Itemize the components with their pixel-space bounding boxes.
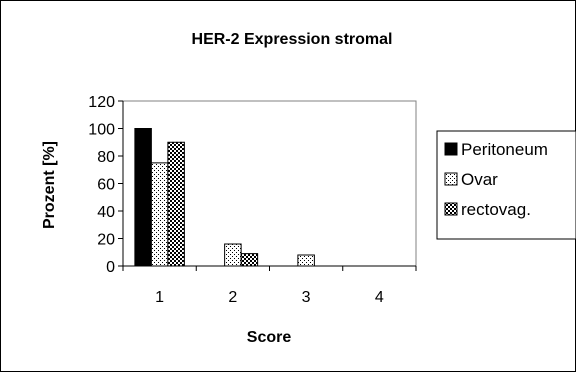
y-tick-label: 0 — [106, 259, 115, 276]
bar — [224, 243, 242, 267]
y-tick-label: 80 — [97, 149, 115, 166]
x-axis-title: Score — [247, 329, 292, 346]
y-tick-label: 120 — [88, 94, 115, 111]
y-tick-label: 40 — [97, 204, 115, 221]
legend-label: Peritoneum — [461, 140, 548, 159]
bar — [150, 162, 169, 267]
legend-label: rectovag. — [461, 200, 531, 219]
x-tick-label: 1 — [155, 289, 164, 306]
y-tick-label: 100 — [88, 122, 115, 139]
legend-swatch — [444, 142, 458, 156]
chart-title: HER-2 Expression stromal — [192, 31, 393, 48]
legend-box — [436, 130, 576, 240]
bar — [167, 141, 185, 267]
x-tick-label: 3 — [302, 289, 311, 306]
x-tick-label: 4 — [375, 289, 384, 306]
legend-label: Ovar — [461, 170, 498, 189]
bar — [240, 253, 259, 267]
bar — [297, 254, 315, 267]
y-tick-label: 60 — [97, 177, 115, 194]
x-tick-label: 2 — [228, 289, 237, 306]
legend-swatch — [444, 172, 458, 186]
plot-area: 0 20 40 60 80 100 120 1 2 3 4 — [88, 94, 417, 306]
legend: Peritoneum Ovar rectovag. — [436, 130, 576, 240]
y-tick-label: 20 — [97, 232, 115, 249]
bar — [134, 128, 152, 267]
legend-swatch — [444, 202, 458, 216]
y-axis-title: Prozent [%] — [41, 141, 58, 229]
